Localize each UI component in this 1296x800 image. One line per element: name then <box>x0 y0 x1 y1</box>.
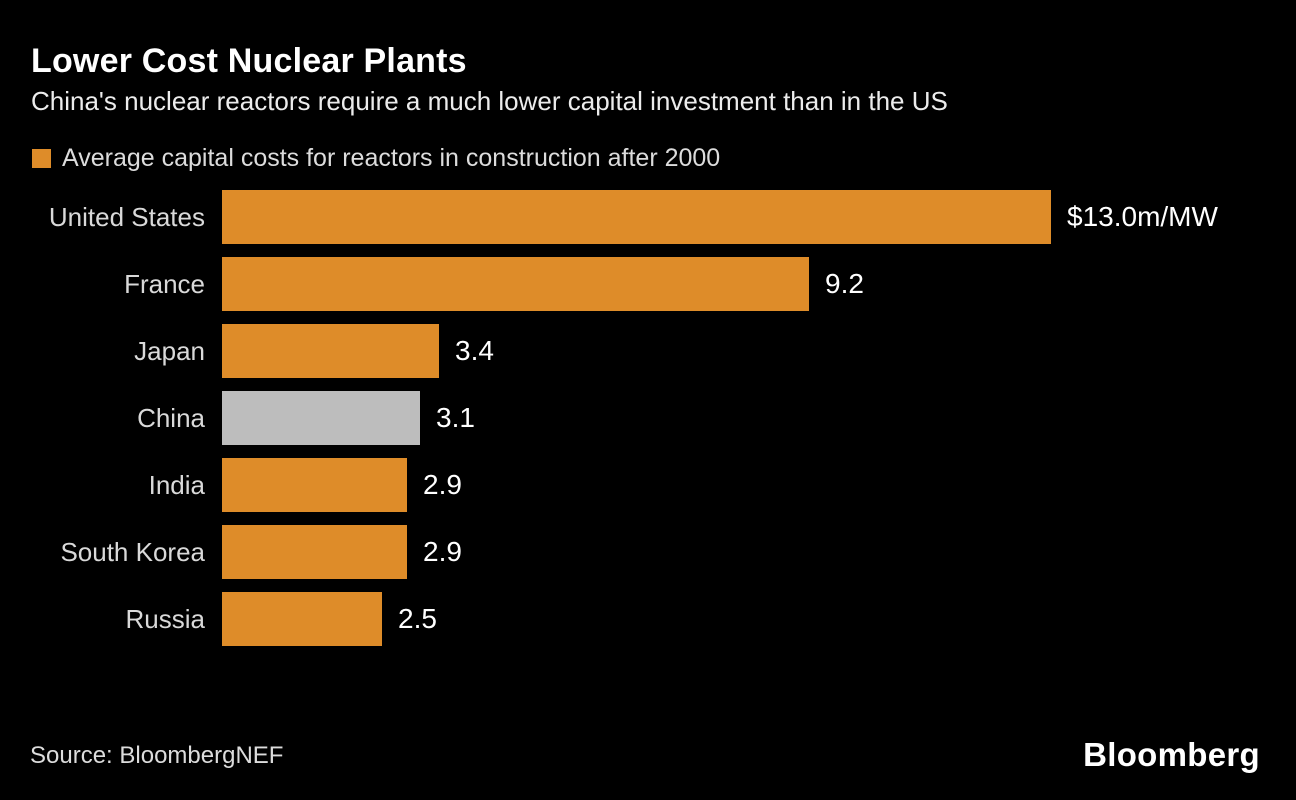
chart-row-south-korea: South Korea 2.9 <box>0 525 1296 579</box>
chart-row-japan: Japan 3.4 <box>0 324 1296 378</box>
bar-france <box>222 257 809 311</box>
category-label-china: China <box>137 403 205 433</box>
chart-row-france: France 9.2 <box>0 257 1296 311</box>
bar-chart-plot-area: United States $13.0m/MW France 9.2 Japan 3.4 C… <box>0 190 1296 660</box>
chart-title: Lower Cost Nuclear Plants <box>31 42 467 80</box>
value-label-south-korea: 2.9 <box>423 536 462 567</box>
category-label-france: France <box>124 269 205 299</box>
category-label-south-korea: South Korea <box>60 537 205 567</box>
bar-south-korea <box>222 525 407 579</box>
value-label-france: 9.2 <box>825 268 864 299</box>
chart-row-india: India 2.9 <box>0 458 1296 512</box>
category-label-india: India <box>148 470 205 500</box>
legend-label: Average capital costs for reactors in co… <box>62 144 721 172</box>
chart-row-russia: Russia 2.5 <box>0 592 1296 646</box>
legend: Average capital costs for reactors in co… <box>32 144 720 173</box>
value-label-india: 2.9 <box>423 469 462 500</box>
value-label-united-states: $13.0m/MW <box>1067 201 1218 232</box>
chart-subtitle: China's nuclear reactors require a much … <box>31 86 948 116</box>
value-label-russia: 2.5 <box>398 603 437 634</box>
bar-russia <box>222 592 382 646</box>
bloomberg-logo: Bloomberg <box>1083 736 1260 773</box>
value-label-japan: 3.4 <box>455 335 494 366</box>
bar-india <box>222 458 407 512</box>
category-label-russia: Russia <box>125 604 205 634</box>
legend-swatch-icon <box>32 149 51 168</box>
bar-united-states <box>222 190 1051 244</box>
chart-row-united-states: United States $13.0m/MW <box>0 190 1296 244</box>
source-note: Source: BloombergNEF <box>30 742 284 769</box>
category-label-japan: Japan <box>134 336 205 366</box>
value-label-china: 3.1 <box>436 402 475 433</box>
bar-china <box>222 391 420 445</box>
bar-japan <box>222 324 439 378</box>
category-label-united-states: United States <box>48 202 205 232</box>
chart-row-china: China 3.1 <box>0 391 1296 445</box>
